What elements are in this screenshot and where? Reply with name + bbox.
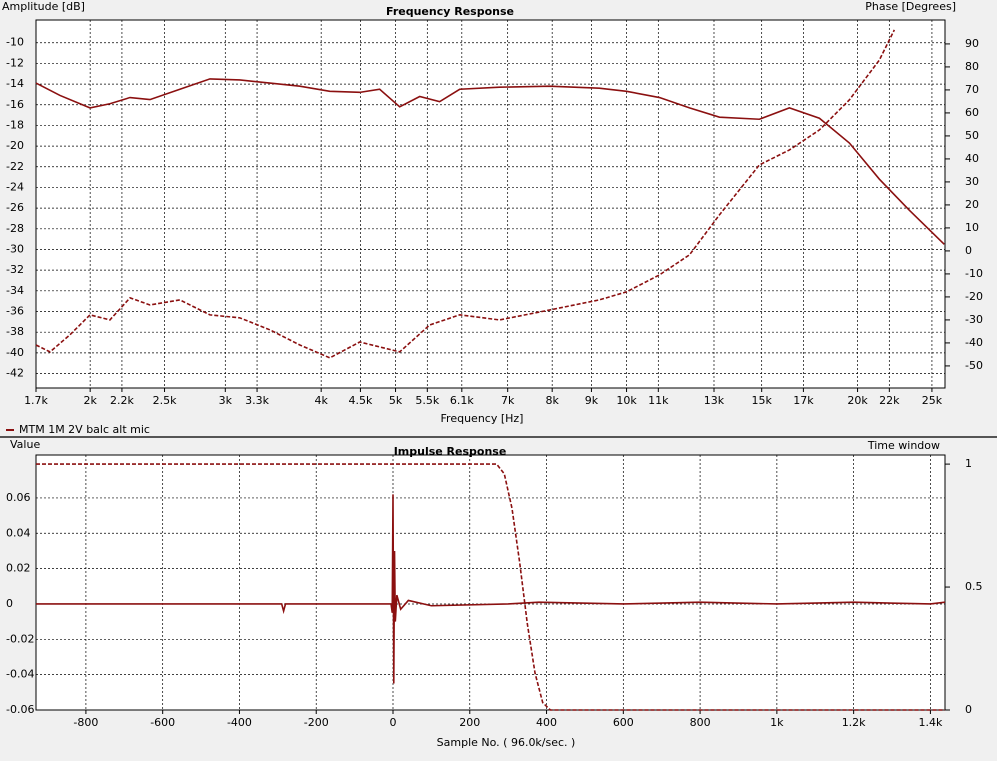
y2-tick-label: 0 bbox=[965, 703, 972, 716]
x-tick-label: 3k bbox=[219, 394, 233, 407]
y-tick-label: 0.04 bbox=[6, 526, 31, 539]
x-tick-label: 800 bbox=[690, 716, 711, 729]
x-tick-label: 1.7k bbox=[24, 394, 48, 407]
y2-tick-label: 0.5 bbox=[965, 580, 983, 593]
y2-tick-label: -10 bbox=[965, 267, 983, 280]
series-line bbox=[35, 29, 896, 359]
x-tick-label: 13k bbox=[704, 394, 725, 407]
x-tick-label: 2k bbox=[83, 394, 97, 407]
x-axis-label: Frequency [Hz] bbox=[441, 412, 524, 425]
y-tick-label: -32 bbox=[6, 263, 24, 276]
plot-area bbox=[35, 19, 946, 389]
y2-tick-label: -30 bbox=[965, 313, 983, 326]
x-tick-label: -800 bbox=[73, 716, 98, 729]
y-tick-label: -36 bbox=[6, 305, 24, 318]
x-tick-label: -400 bbox=[227, 716, 252, 729]
x-tick-label: 8k bbox=[545, 394, 559, 407]
y-tick-label: -14 bbox=[6, 77, 24, 90]
y-tick-label: -0.06 bbox=[6, 703, 34, 716]
legend-entry[interactable]: MTM 1M 2V balc alt mic bbox=[19, 423, 150, 436]
y-axis-label: Amplitude [dB] bbox=[2, 0, 85, 13]
y2-tick-label: -50 bbox=[965, 359, 983, 372]
y-tick-label: -0.04 bbox=[6, 668, 34, 681]
y2-tick-label: 90 bbox=[965, 37, 979, 50]
y2-tick-label: 40 bbox=[965, 152, 979, 165]
y2-tick-label: 10 bbox=[965, 221, 979, 234]
plot-area bbox=[35, 454, 946, 711]
y2-tick-label: 70 bbox=[965, 83, 979, 96]
chart-title: Impulse Response bbox=[394, 445, 507, 458]
y-tick-label: -28 bbox=[6, 222, 24, 235]
y2-tick-label: 1 bbox=[965, 457, 972, 470]
y-tick-label: -0.02 bbox=[6, 632, 34, 645]
x-tick-label: 10k bbox=[616, 394, 637, 407]
x-tick-label: 9k bbox=[585, 394, 599, 407]
x-tick-label: 1k bbox=[770, 716, 784, 729]
x-axis-label: Sample No. ( 96.0k/sec. ) bbox=[437, 736, 576, 749]
series-line bbox=[36, 494, 946, 684]
x-tick-label: 20k bbox=[847, 394, 868, 407]
y-tick-label: -20 bbox=[6, 139, 24, 152]
x-tick-label: 15k bbox=[751, 394, 772, 407]
series-line bbox=[35, 78, 945, 245]
x-tick-label: 11k bbox=[648, 394, 669, 407]
x-tick-label: 5.5k bbox=[415, 394, 439, 407]
y-tick-label: -38 bbox=[6, 325, 24, 338]
x-tick-label: 3.3k bbox=[245, 394, 269, 407]
y-tick-label: -30 bbox=[6, 242, 24, 255]
y2-axis-label: Phase [Degrees] bbox=[865, 0, 956, 13]
x-tick-label: 4.5k bbox=[348, 394, 372, 407]
y2-axis-label: Time window bbox=[867, 439, 940, 452]
y2-tick-label: 30 bbox=[965, 175, 979, 188]
y2-tick-label: 50 bbox=[965, 129, 979, 142]
x-tick-label: -200 bbox=[304, 716, 329, 729]
y-axis-label: Value bbox=[10, 438, 40, 451]
y-tick-label: -22 bbox=[6, 160, 24, 173]
y2-tick-label: 0 bbox=[965, 244, 972, 257]
x-tick-label: 22k bbox=[879, 394, 900, 407]
y-tick-label: -10 bbox=[6, 36, 24, 49]
x-tick-label: 7k bbox=[501, 394, 515, 407]
x-tick-label: 400 bbox=[536, 716, 557, 729]
y2-tick-label: 60 bbox=[965, 106, 979, 119]
y-tick-label: -42 bbox=[6, 367, 24, 380]
y2-tick-label: 20 bbox=[965, 198, 979, 211]
x-tick-label: 600 bbox=[613, 716, 634, 729]
x-tick-label: 2.2k bbox=[110, 394, 134, 407]
x-tick-label: 1.2k bbox=[842, 716, 866, 729]
x-tick-label: 200 bbox=[459, 716, 480, 729]
y-tick-label: -12 bbox=[6, 56, 24, 69]
x-tick-label: 1.4k bbox=[918, 716, 942, 729]
y-tick-label: -40 bbox=[6, 346, 24, 359]
y-tick-label: -24 bbox=[6, 180, 24, 193]
y-tick-label: 0 bbox=[6, 597, 13, 610]
y-tick-label: -16 bbox=[6, 98, 24, 111]
y-tick-label: -34 bbox=[6, 284, 24, 297]
x-tick-label: 2.5k bbox=[153, 394, 177, 407]
x-tick-label: 4k bbox=[314, 394, 328, 407]
x-tick-label: -600 bbox=[150, 716, 175, 729]
series-line bbox=[36, 463, 945, 711]
y-tick-label: -26 bbox=[6, 201, 24, 214]
chart-title: Frequency Response bbox=[386, 5, 514, 18]
x-tick-label: 6.1k bbox=[450, 394, 474, 407]
y-tick-label: -18 bbox=[6, 118, 24, 131]
y2-tick-label: -20 bbox=[965, 290, 983, 303]
y-tick-label: 0.06 bbox=[6, 491, 31, 504]
x-tick-label: 25k bbox=[922, 394, 943, 407]
x-tick-label: 17k bbox=[793, 394, 814, 407]
x-tick-label: 0 bbox=[389, 716, 396, 729]
y-tick-label: 0.02 bbox=[6, 562, 31, 575]
y2-tick-label: -40 bbox=[965, 336, 983, 349]
x-tick-label: 5k bbox=[389, 394, 403, 407]
y2-tick-label: 80 bbox=[965, 60, 979, 73]
